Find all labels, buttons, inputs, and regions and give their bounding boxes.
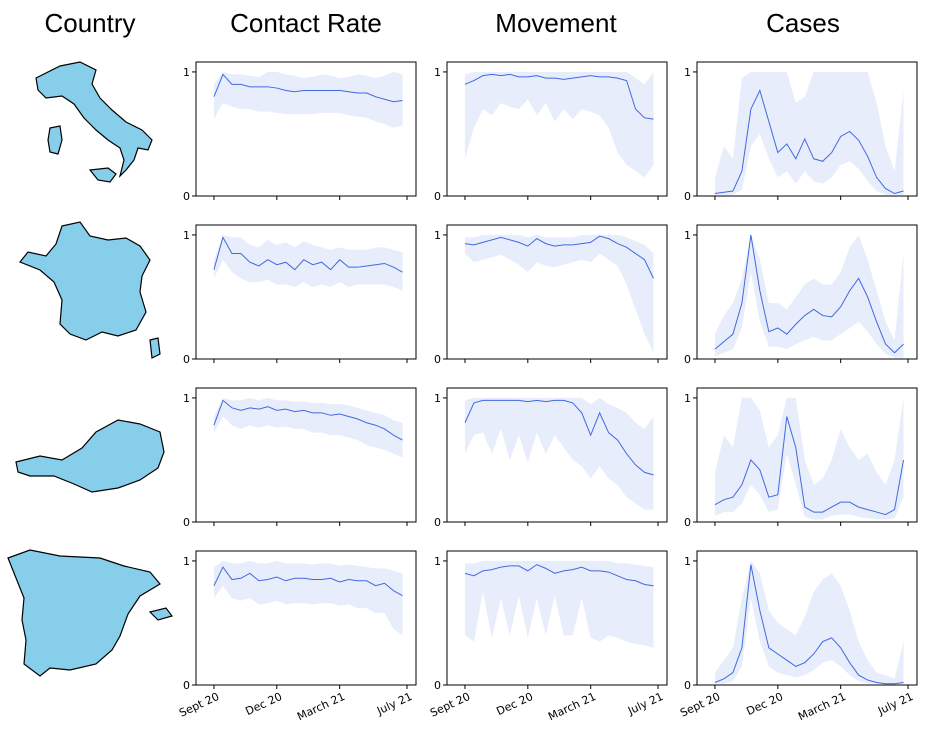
y-tick-label: 0 <box>183 516 190 529</box>
plot-frame <box>696 61 918 197</box>
y-tick-label: 1 <box>183 66 190 79</box>
y-tick-label: 0 <box>183 679 190 692</box>
y-tick-label: 1 <box>183 229 190 242</box>
plot-frame <box>195 387 417 523</box>
line <box>464 399 654 476</box>
line <box>714 234 904 354</box>
line <box>213 566 403 597</box>
line <box>714 89 904 195</box>
map-austria <box>15 419 165 493</box>
line <box>213 236 403 273</box>
y-tick-label: 1 <box>434 229 441 242</box>
y-tick-label: 1 <box>684 392 691 405</box>
y-tick-label: 0 <box>684 353 691 366</box>
y-tick-label: 0 <box>684 679 691 692</box>
plot-frame <box>195 61 417 197</box>
line <box>464 73 654 120</box>
column-header: Contact Rate <box>230 8 382 38</box>
uncertainty-band <box>213 560 403 636</box>
uncertainty-band <box>714 560 904 684</box>
plot-frame <box>446 61 668 197</box>
y-tick-label: 1 <box>684 66 691 79</box>
uncertainty-band <box>213 71 403 128</box>
x-tick-label: March 21 <box>295 690 347 723</box>
y-tick-label: 0 <box>684 516 691 529</box>
x-tick-label: Dec 20 <box>494 690 535 718</box>
map-france <box>19 221 161 359</box>
column-header: Cases <box>766 8 840 38</box>
uncertainty-band <box>213 234 403 291</box>
uncertainty-band <box>464 397 654 510</box>
line <box>714 416 905 516</box>
y-tick-label: 0 <box>684 190 691 203</box>
x-tick-label: Sept 20 <box>177 690 221 720</box>
plot-frame <box>446 224 668 360</box>
column-header: Movement <box>495 8 617 38</box>
x-tick-label: Dec 20 <box>744 690 785 718</box>
line <box>714 564 904 685</box>
plot-frame <box>696 224 918 360</box>
uncertainty-band <box>213 397 403 458</box>
y-tick-label: 1 <box>183 555 190 568</box>
uncertainty-band <box>714 397 904 520</box>
y-tick-label: 1 <box>183 392 190 405</box>
uncertainty-band <box>714 234 904 358</box>
map-italy <box>35 61 153 183</box>
y-tick-label: 1 <box>434 555 441 568</box>
x-tick-label: March 21 <box>796 690 848 723</box>
x-tick-label: Sept 20 <box>678 690 722 720</box>
plot-frame <box>195 550 417 686</box>
x-tick-label: July 21 <box>875 690 915 718</box>
y-tick-label: 1 <box>434 392 441 405</box>
x-tick-label: March 21 <box>546 690 598 723</box>
x-tick-label: July 21 <box>625 690 665 718</box>
line <box>464 235 654 279</box>
y-tick-label: 0 <box>434 516 441 529</box>
y-tick-label: 0 <box>434 353 441 366</box>
column-header: Country <box>44 8 135 38</box>
y-tick-label: 1 <box>434 66 441 79</box>
uncertainty-band <box>714 71 904 195</box>
line <box>213 399 403 441</box>
line <box>213 73 403 103</box>
uncertainty-band <box>464 234 654 353</box>
plot-frame <box>446 550 668 686</box>
y-tick-label: 0 <box>183 190 190 203</box>
x-tick-label: Dec 20 <box>243 690 284 718</box>
y-tick-label: 1 <box>684 229 691 242</box>
y-tick-label: 0 <box>434 679 441 692</box>
plot-frame <box>696 550 918 686</box>
y-tick-label: 1 <box>684 555 691 568</box>
plot-frame <box>446 387 668 523</box>
map-spain <box>7 549 174 677</box>
x-tick-label: July 21 <box>374 690 414 718</box>
plot-frame <box>195 224 417 360</box>
y-tick-label: 0 <box>434 190 441 203</box>
uncertainty-band <box>464 71 654 178</box>
x-tick-label: Sept 20 <box>428 690 472 720</box>
plot-frame <box>696 387 918 523</box>
line <box>464 564 654 587</box>
uncertainty-band <box>464 560 654 648</box>
y-tick-label: 0 <box>183 353 190 366</box>
